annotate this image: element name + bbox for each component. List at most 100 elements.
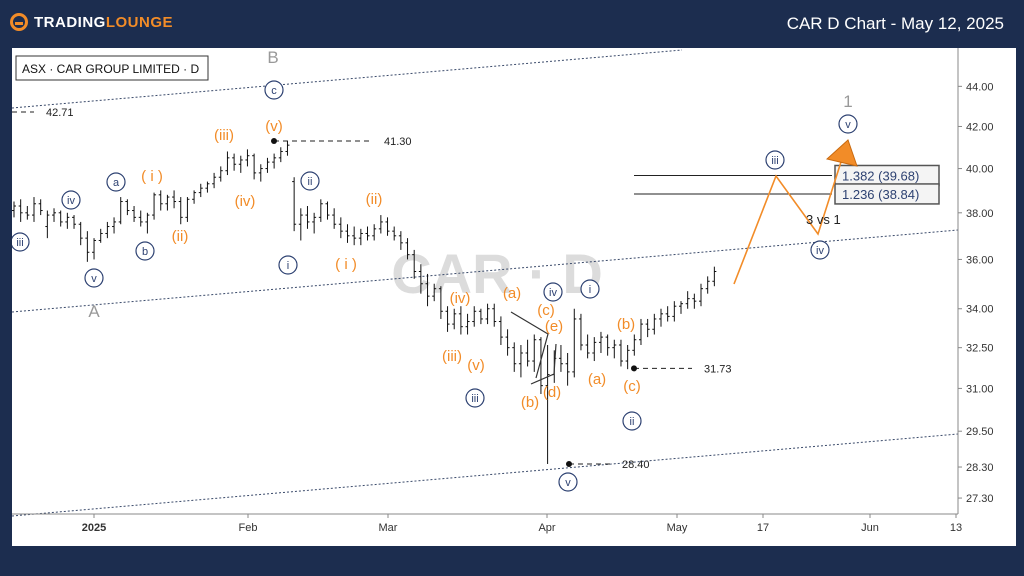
wave-text: a	[113, 177, 120, 189]
ohlc-bar	[378, 215, 383, 234]
wave-label: (iii)	[214, 127, 234, 144]
ohlc-bar	[558, 345, 563, 372]
logo-ring-icon	[10, 13, 28, 31]
ohlc-bar	[432, 283, 437, 302]
level-label: 28.40	[622, 459, 650, 471]
ohlc-bar	[212, 172, 217, 189]
symbol-box	[15, 55, 209, 81]
y-tick-label: 31.00	[966, 383, 994, 395]
y-tick-label: 44.00	[966, 81, 994, 93]
x-tick-label: Jun	[861, 522, 879, 534]
ohlc-bar	[178, 197, 183, 225]
brand-name-part-1: TRADING	[34, 13, 106, 31]
wave-text: (b)	[521, 394, 539, 411]
ohlc-bar	[52, 208, 57, 222]
y-tick-label: 40.00	[966, 164, 994, 176]
wave-label: (iii)	[442, 348, 462, 365]
wave-label: (ii)	[366, 191, 383, 208]
ohlc-bar	[238, 155, 243, 173]
wave-circle-icon	[465, 388, 485, 408]
wave-label: v	[838, 114, 858, 134]
wave-text: v	[91, 273, 97, 285]
wave-circle-icon	[264, 80, 284, 100]
wave-label: (b)	[617, 316, 635, 333]
wave-circle-icon	[543, 282, 563, 302]
ohlc-bar	[665, 306, 670, 322]
ohlc-bar	[265, 157, 270, 173]
ohlc-bar	[472, 306, 477, 327]
ohlc-bar	[92, 238, 97, 260]
wave-text: iii	[16, 237, 23, 249]
ohlc-bar	[605, 334, 610, 356]
triangle-outline	[530, 343, 557, 385]
wave-label: i	[580, 279, 600, 299]
wave-text: i	[589, 284, 591, 296]
wave-circle-icon	[622, 411, 642, 431]
ohlc-bar	[692, 293, 697, 309]
ohlc-bar	[585, 334, 590, 359]
triangle-outline	[510, 311, 549, 379]
watermark: CAR · D	[391, 242, 603, 305]
wave-label: B	[267, 48, 278, 67]
wave-text: (v)	[265, 118, 283, 135]
wave-label: (c)	[623, 378, 641, 395]
ohlc-bar	[652, 313, 657, 335]
ohlc-bar	[418, 264, 423, 294]
ohlc-bar	[672, 301, 677, 322]
ohlc-bar	[25, 206, 30, 220]
wave-label: iii	[765, 150, 785, 170]
wave-text: iv	[549, 287, 557, 299]
wave-text: (iii)	[442, 348, 462, 365]
ohlc-bar	[512, 342, 517, 372]
wave-text: b	[142, 246, 148, 258]
wave-text: c	[271, 85, 277, 97]
wave-circle-icon	[558, 472, 578, 492]
top-bar: TRADINGLOUNGE CAR D Chart - May 12, 2025	[0, 0, 1024, 48]
wave-circle-icon	[838, 114, 858, 134]
ohlc-bar	[292, 177, 297, 232]
ohlc-bar	[198, 183, 203, 198]
ohlc-bar	[498, 316, 503, 346]
ohlc-bar	[285, 140, 290, 156]
chart-panel[interactable]: CAR · D 42.71 41.30 31.73 28.40 1.382 (39.68…	[10, 48, 1016, 546]
wave-label: ii	[622, 411, 642, 431]
wave-circle-icon	[300, 171, 320, 191]
x-tick-label: 13	[950, 522, 962, 534]
wave-text: ii	[630, 416, 635, 428]
ohlc-bar	[598, 331, 603, 353]
brand-logo: TRADINGLOUNGE	[10, 13, 173, 31]
wave-text: (ii)	[366, 191, 383, 208]
y-tick-label: 28.30	[966, 462, 994, 474]
wave-text: ( i )	[335, 256, 357, 273]
symbol-label: ASX · CAR GROUP LIMITED · D	[22, 62, 199, 76]
wave-label: (c)	[537, 302, 555, 319]
wave-circle-icon	[106, 172, 126, 192]
ohlc-bar	[72, 215, 77, 229]
wave-label: (iv)	[450, 290, 471, 307]
wave-text: (a)	[588, 371, 606, 388]
ohlc-bar	[565, 352, 570, 386]
wave-text: 1	[843, 92, 852, 111]
x-tick-label: Mar	[379, 522, 398, 534]
ohlc-bar	[392, 226, 397, 241]
wave-circle-icon	[765, 150, 785, 170]
fib-box	[834, 183, 940, 205]
y-tick-label: 32.50	[966, 343, 994, 355]
ohlc-bar	[165, 194, 170, 211]
channel-line	[11, 49, 683, 109]
ohlc-bar	[425, 273, 430, 307]
ohlc-bar	[645, 318, 650, 338]
ohlc-bar	[658, 308, 663, 327]
ohlc-bar	[245, 149, 250, 167]
ohlc-bar	[38, 199, 43, 216]
wave-label: iii	[10, 232, 30, 252]
ohlc-bar	[545, 345, 550, 464]
wave-label: (d)	[543, 384, 561, 401]
wave-text: ii	[308, 176, 313, 188]
wave-circle-icon	[580, 279, 600, 299]
ohlc-bar	[58, 210, 63, 227]
price-chart[interactable]: CAR · D 42.71 41.30 31.73 28.40 1.382 (39.68…	[10, 48, 1016, 546]
wave-label: b	[135, 241, 155, 261]
y-tick-label: 27.30	[966, 493, 994, 505]
ohlc-bar	[225, 151, 230, 176]
